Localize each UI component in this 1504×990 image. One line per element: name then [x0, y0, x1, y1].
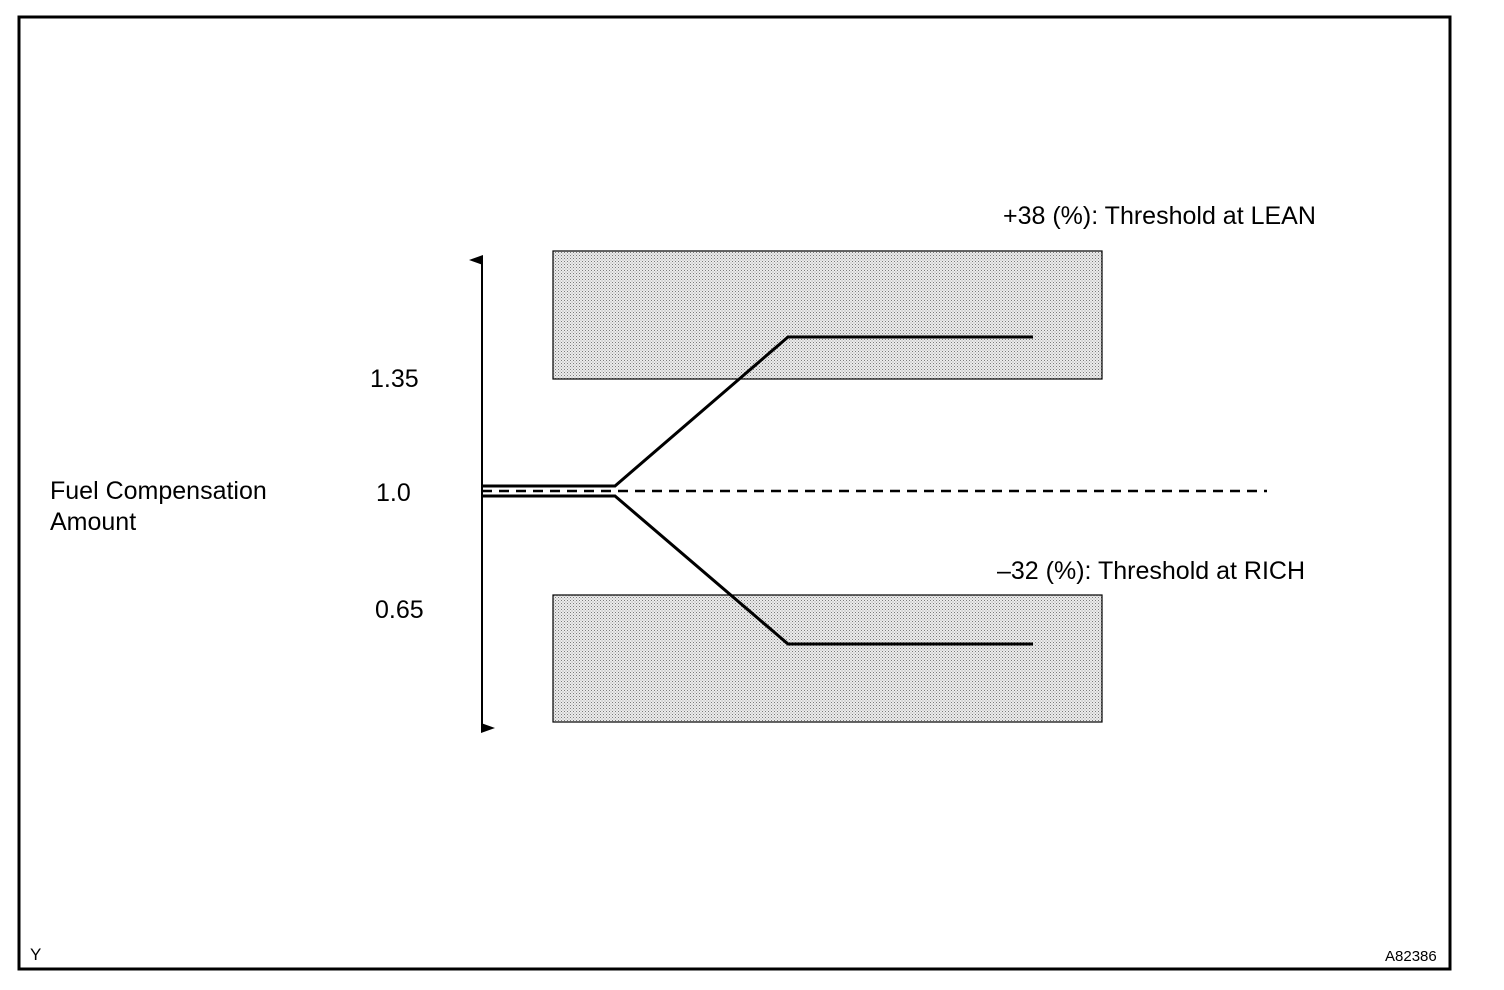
lean-zone: [552, 250, 1103, 380]
axis-label: Amount: [50, 508, 136, 536]
rich-label: –32 (%): Threshold at RICH: [997, 557, 1305, 585]
center-value: 1.0: [376, 479, 411, 507]
lean-line: [482, 335, 1033, 488]
lean-label: +38 (%): Threshold at LEAN: [1003, 202, 1316, 230]
upper-value: 1.35: [370, 365, 419, 393]
frame: [17, 15, 1452, 971]
corner-code: Y: [30, 945, 41, 964]
lower-value: 0.65: [375, 596, 424, 624]
figure-id: A82386: [1385, 948, 1437, 965]
rich-zone: [552, 594, 1103, 723]
rich-line: [482, 494, 1033, 646]
axis-label: Fuel Compensation: [50, 477, 267, 505]
